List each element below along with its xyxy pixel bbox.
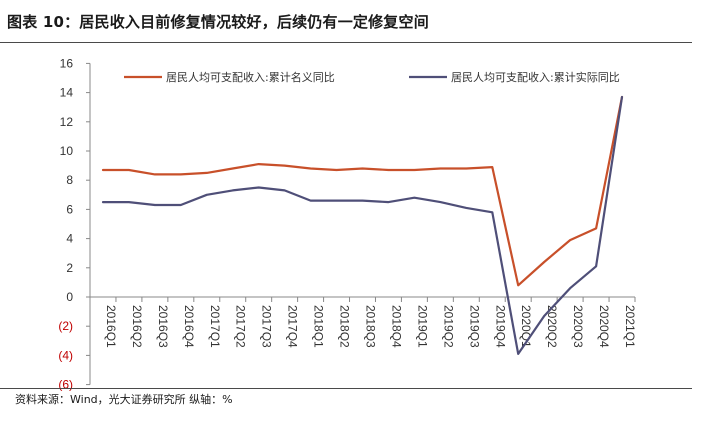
y-tick-label: 0 (66, 290, 73, 304)
x-tick-label: 2017Q1 (208, 305, 222, 348)
x-tick-label: 2017Q3 (260, 305, 274, 348)
x-tick-label: 2018Q3 (364, 305, 378, 348)
legend-label-1: 居民人均可支配收入:累计名义同比 (166, 70, 335, 84)
x-tick-label: 2018Q1 (312, 305, 326, 348)
y-tick-label: (2) (58, 319, 73, 333)
y-tick-label: 14 (60, 86, 74, 100)
series-line-1 (101, 95, 624, 287)
x-tick-label: 2019Q2 (441, 305, 455, 348)
legend-label-2: 居民人均可支配收入:累计实际同比 (451, 70, 620, 84)
x-tick-label: 2018Q2 (338, 305, 352, 348)
top-divider (0, 42, 692, 43)
series-lines (101, 95, 624, 355)
x-tick-label: 2018Q4 (389, 305, 403, 348)
x-tick-label: 2016Q2 (130, 305, 144, 348)
x-tick-label: 2019Q3 (467, 305, 481, 348)
x-tick-label: 2020Q4 (597, 305, 611, 348)
x-tick-label: 2016Q4 (182, 305, 196, 348)
source-note: 资料来源：Wind，光大证券研究所 纵轴：% (15, 393, 233, 406)
y-tick-label: 6 (66, 202, 73, 216)
x-tick-label: 2019Q1 (415, 305, 429, 348)
x-tick-label: 2017Q2 (234, 305, 248, 348)
x-axis: 2016Q1 2016Q2 2016Q3 2016Q4 2017Q1 2017Q2 2017… (89, 296, 637, 348)
x-tick-label: 2019Q4 (493, 305, 507, 348)
y-tick-label: (4) (58, 348, 73, 362)
x-tick-label: 2021Q1 (623, 305, 637, 348)
y-tick-label: 4 (66, 232, 73, 246)
y-tick-label: (6) (58, 378, 73, 392)
series-line-2 (101, 95, 624, 355)
x-tick-label: 2020Q2 (545, 305, 559, 348)
x-tick-label: 2016Q1 (104, 305, 118, 348)
x-tick-label: 2017Q4 (286, 305, 300, 348)
y-tick-label: 8 (66, 173, 73, 187)
x-tick-label: 2020Q3 (571, 305, 585, 348)
y-tick-label: 10 (60, 144, 74, 158)
x-tick-label: 2016Q3 (156, 305, 170, 348)
figure-title: 图表 10：居民收入目前修复情况较好，后续仍有一定修复空间 (7, 13, 429, 31)
y-tick-label: 12 (60, 115, 74, 129)
legend: 居民人均可支配收入:累计名义同比 居民人均可支配收入:累计实际同比 (124, 70, 620, 84)
y-tick-label: 2 (66, 261, 73, 275)
y-axis: (6) (4) (2) 0 2 4 6 8 10 12 14 16 (58, 56, 91, 392)
y-tick-label: 16 (60, 56, 74, 70)
bottom-divider (0, 388, 692, 389)
